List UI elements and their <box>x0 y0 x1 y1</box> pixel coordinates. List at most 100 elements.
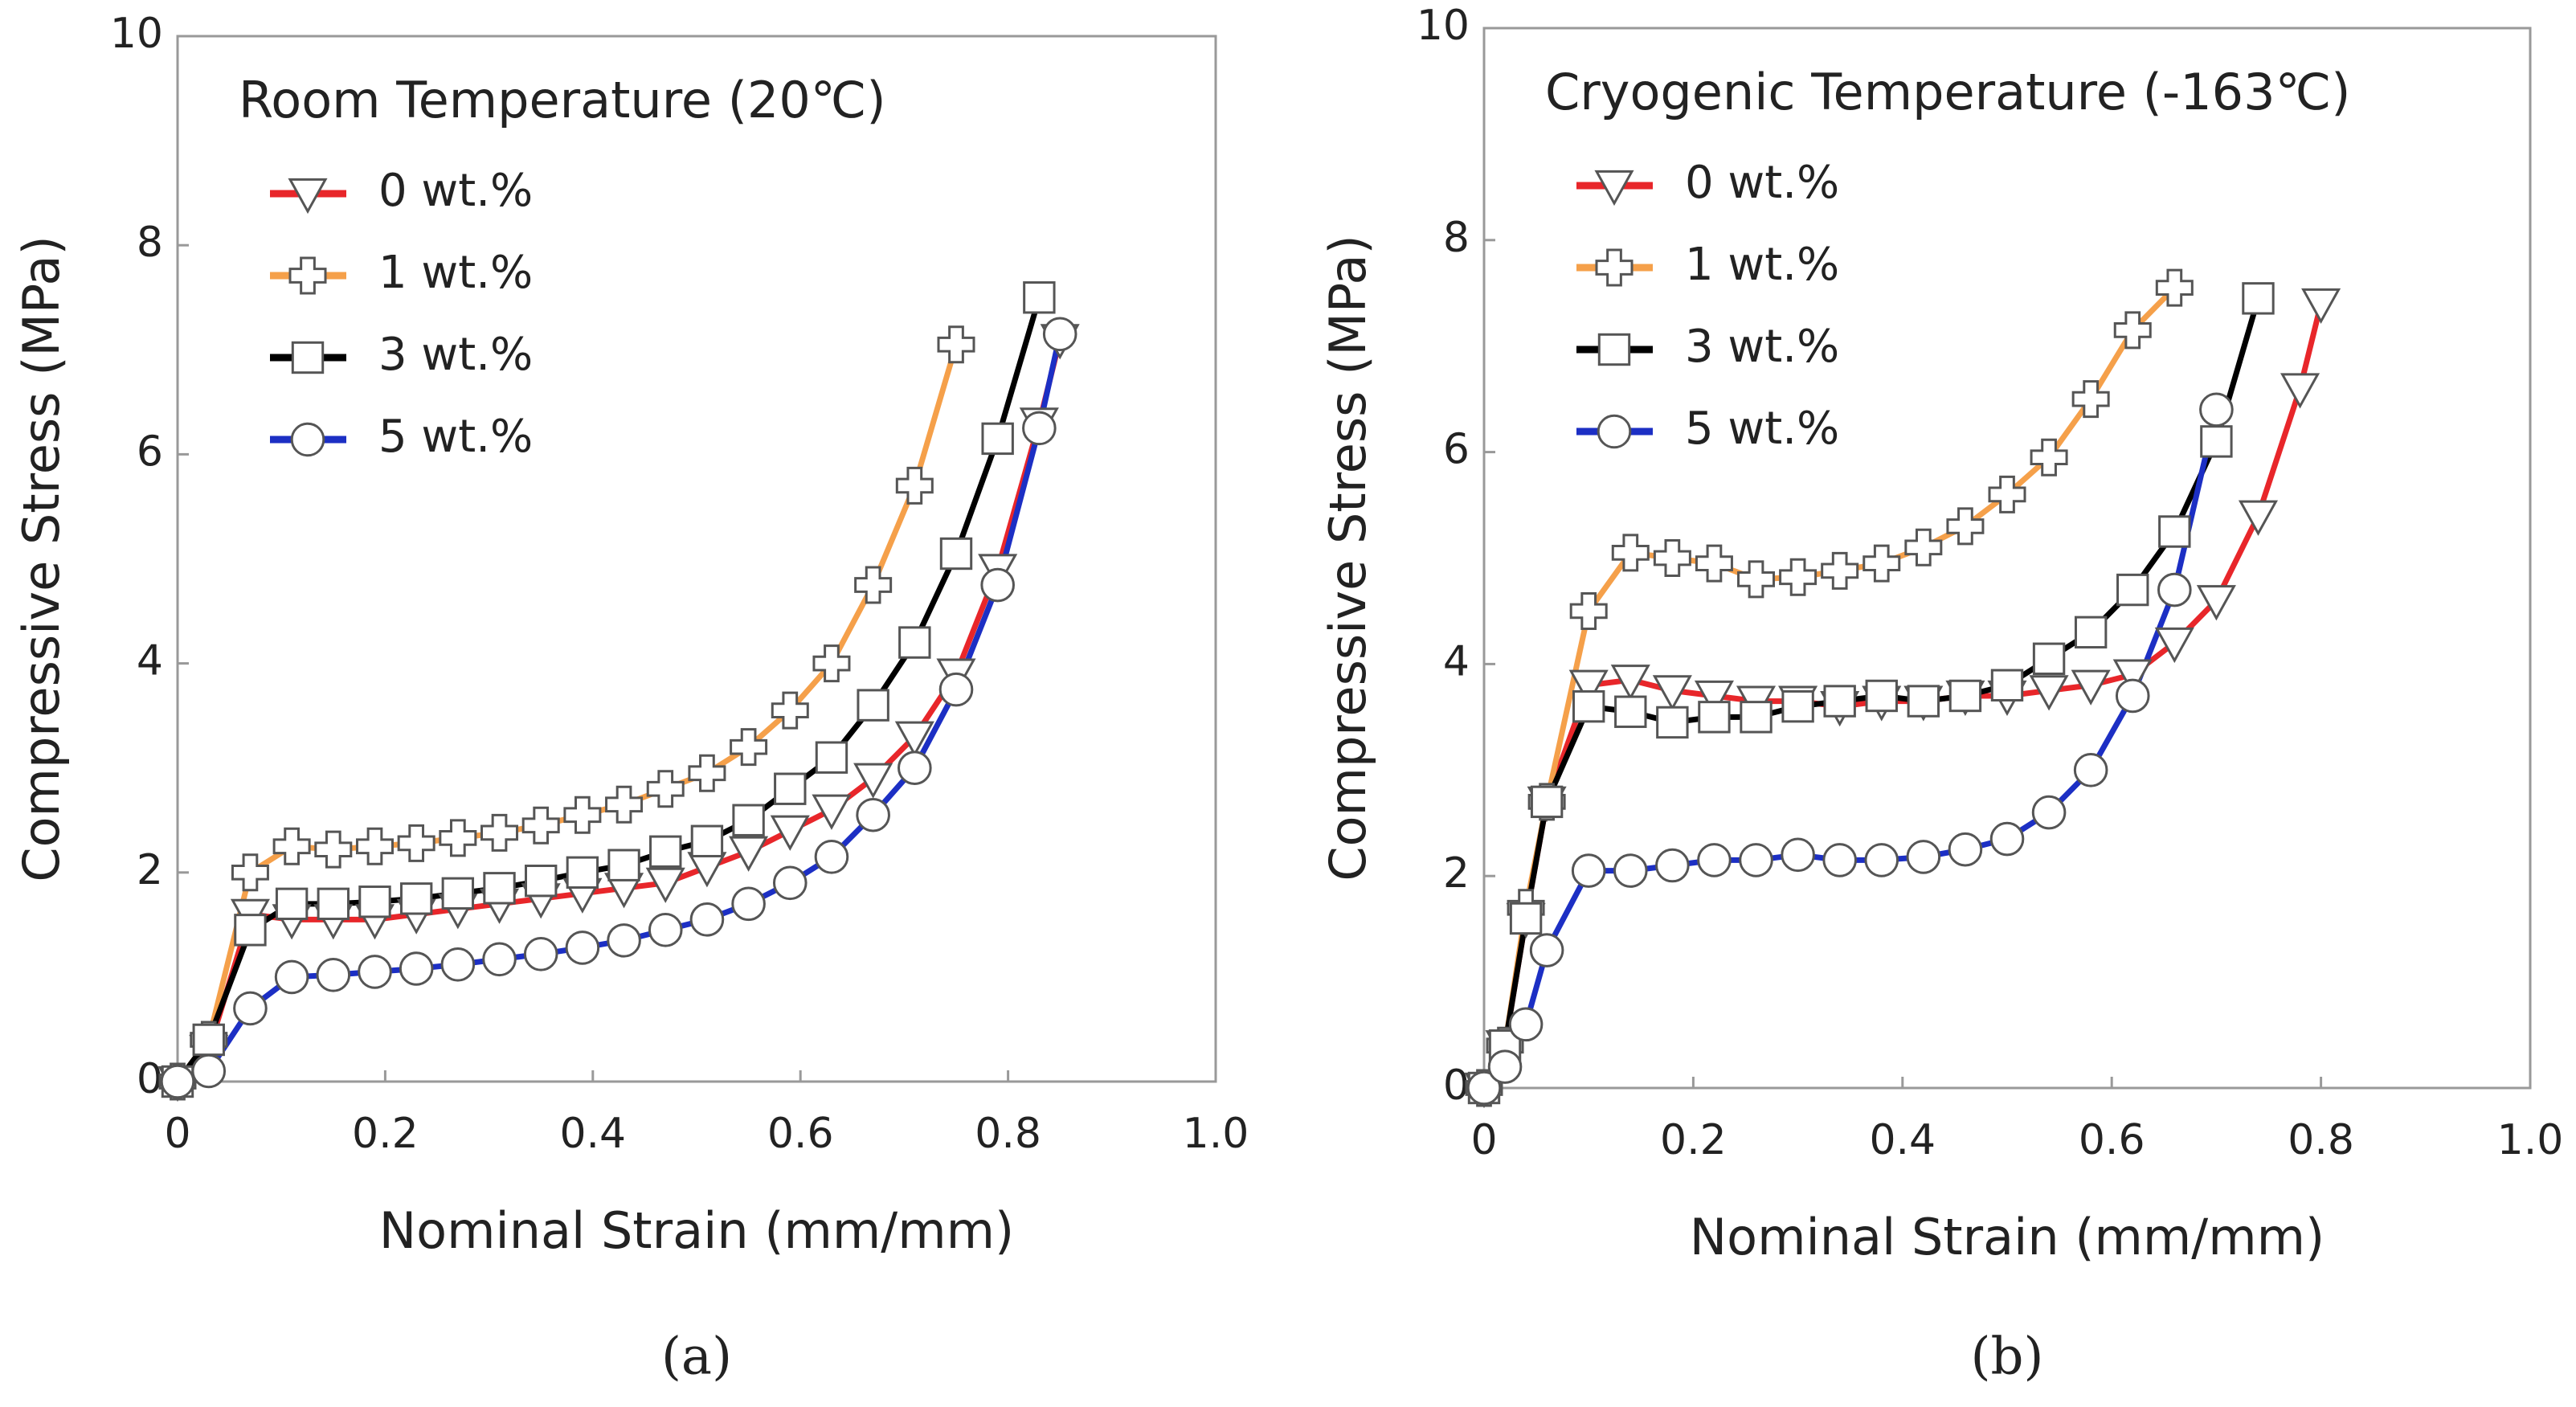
marker <box>439 819 477 857</box>
marker <box>521 806 560 845</box>
x-tick-label: 0.6 <box>2079 1116 2145 1164</box>
legend-label: 0 wt.% <box>1685 157 1839 209</box>
marker <box>649 835 682 868</box>
marker <box>2030 438 2068 476</box>
marker <box>1652 675 1692 711</box>
marker <box>645 867 685 903</box>
x-tick-label: 0.6 <box>767 1110 834 1158</box>
marker <box>191 1053 227 1089</box>
y-tick-label: 6 <box>137 427 163 476</box>
chart-panel: 0 0.2 0.4 0.6 0.8 1.0 0 2 4 6 8 10 Nominal Strain (m… <box>1319 2 2563 1387</box>
marker <box>1781 689 1814 723</box>
marker <box>523 936 558 971</box>
x-tick-label: 0 <box>1470 1116 1497 1164</box>
marker <box>688 754 726 792</box>
marker <box>316 957 351 992</box>
marker <box>1862 544 1901 583</box>
chart-title: Cryogenic Temperature (-163℃) <box>1545 63 2350 121</box>
y-tick-label: 8 <box>137 219 163 267</box>
marker <box>1509 902 1543 935</box>
marker <box>1695 544 1733 583</box>
marker <box>2071 380 2110 419</box>
marker <box>1655 848 1690 883</box>
marker <box>2071 669 2111 706</box>
marker <box>1779 558 1818 596</box>
marker <box>1823 685 1856 718</box>
marker <box>358 955 392 989</box>
marker <box>1740 701 1773 734</box>
marker <box>854 566 893 604</box>
y-tick-label: 4 <box>137 637 163 685</box>
x-tick-label: 0.8 <box>2288 1116 2354 1164</box>
marker <box>812 644 851 683</box>
marker <box>1487 1049 1523 1084</box>
x-axis-label: Nominal Strain (mm/mm) <box>379 1201 1014 1260</box>
marker <box>648 913 683 947</box>
legend-marker <box>1594 170 1634 207</box>
x-tick-label: 0 <box>164 1110 190 1158</box>
chart-title: Room Temperature (20℃) <box>239 71 886 129</box>
y-tick-label: 6 <box>1443 426 1470 474</box>
marker <box>399 882 433 915</box>
marker <box>1572 689 1605 723</box>
legend-label: 1 wt.% <box>1685 239 1839 291</box>
marker <box>1529 933 1564 967</box>
y-tick-label: 10 <box>110 10 163 58</box>
marker <box>2158 515 2191 548</box>
plot-frame <box>1482 27 2532 1090</box>
marker <box>2115 678 2150 714</box>
y-axis-label: Compressive Stress (MPa) <box>1319 235 1377 881</box>
marker <box>1508 1007 1544 1042</box>
marker <box>646 770 685 808</box>
legend-label: 5 wt.% <box>1685 403 1839 455</box>
marker <box>566 856 599 889</box>
y-tick-label: 0 <box>1443 1061 1470 1110</box>
marker <box>2073 753 2108 787</box>
legend-label: 1 wt.% <box>378 247 533 299</box>
marker <box>894 721 934 757</box>
marker <box>1904 528 1943 566</box>
marker <box>2199 392 2234 427</box>
marker <box>2031 795 2067 830</box>
y-axis-label: Compressive Stress (MPa) <box>12 235 71 881</box>
marker <box>1989 821 2025 857</box>
marker <box>981 422 1014 456</box>
y-tick-label: 2 <box>1443 849 1470 898</box>
y-tick-label: 2 <box>137 846 163 894</box>
chart-panel: 0 0.2 0.4 0.6 0.8 1.0 0 2 4 6 8 10 Nominal Strain (m… <box>12 10 1249 1387</box>
marker <box>397 824 435 862</box>
marker <box>160 1064 195 1099</box>
marker <box>898 751 932 786</box>
marker <box>2074 616 2108 649</box>
legend-marker <box>1597 414 1632 449</box>
marker <box>770 815 810 851</box>
marker <box>2242 282 2275 315</box>
marker <box>482 942 517 977</box>
marker <box>772 865 808 901</box>
marker <box>2112 659 2153 695</box>
marker <box>1656 706 1689 739</box>
marker <box>1694 680 1734 717</box>
panel-label: (b) <box>1971 1327 2044 1387</box>
marker <box>731 886 766 922</box>
legend-marker <box>1595 248 1634 287</box>
marker <box>1571 853 1606 888</box>
marker <box>814 839 849 874</box>
marker <box>399 951 434 986</box>
marker <box>2155 268 2194 307</box>
marker <box>1023 281 1056 314</box>
marker <box>233 991 268 1026</box>
marker <box>605 785 644 824</box>
marker <box>690 824 724 857</box>
y-tick-label: 4 <box>1443 637 1470 685</box>
marker <box>2154 627 2194 664</box>
marker <box>1568 669 1609 706</box>
marker <box>1614 695 1647 728</box>
marker <box>483 872 516 905</box>
legend-marker <box>290 422 325 457</box>
marker <box>1948 679 1982 713</box>
x-tick-label: 0.2 <box>352 1110 419 1158</box>
legend-label: 3 wt.% <box>1685 321 1839 373</box>
marker <box>2200 425 2233 458</box>
marker <box>1653 539 1691 577</box>
